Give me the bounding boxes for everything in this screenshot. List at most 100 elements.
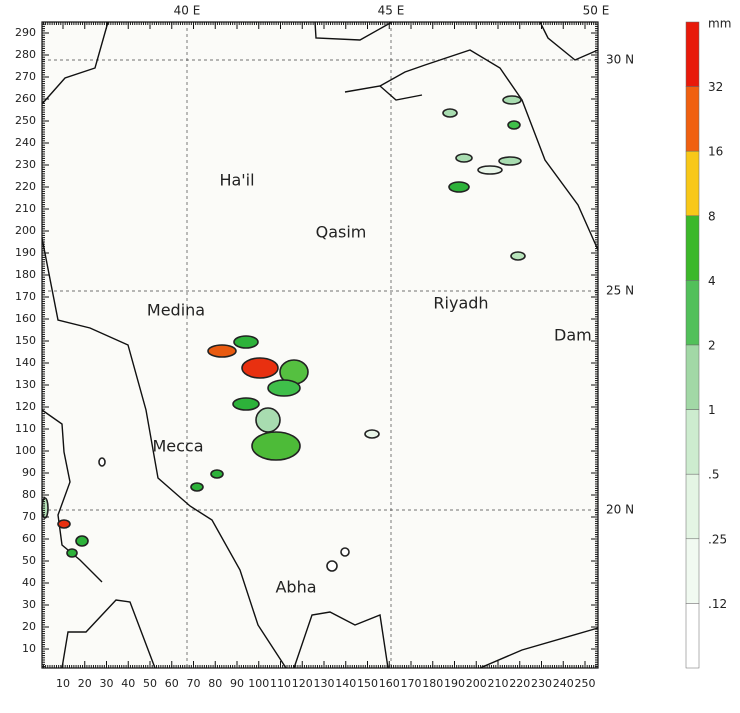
place-label: Abha bbox=[275, 578, 316, 597]
place-label: Dam bbox=[554, 326, 592, 345]
rain-cell bbox=[507, 120, 521, 130]
y-tick-label: 190 bbox=[15, 246, 36, 259]
x-tick-label: 50 bbox=[143, 677, 157, 690]
y-tick-label: 40 bbox=[22, 576, 36, 589]
place-label: Medina bbox=[147, 301, 205, 320]
coastline bbox=[41, 237, 287, 669]
x-tick-label: 130 bbox=[314, 677, 335, 690]
legend-swatch bbox=[685, 603, 700, 669]
latitude-label: 25 N bbox=[606, 284, 634, 298]
precipitation bbox=[41, 95, 526, 572]
rain-cell bbox=[455, 153, 473, 163]
rain-cell bbox=[448, 181, 470, 193]
x-tick-label: 160 bbox=[379, 677, 400, 690]
rain-cell bbox=[241, 357, 279, 379]
rain-cell bbox=[442, 108, 458, 118]
place-label: Riyadh bbox=[433, 294, 488, 313]
x-tick-label: 200 bbox=[466, 677, 487, 690]
coastline bbox=[41, 409, 103, 583]
y-tick-label: 10 bbox=[22, 642, 36, 655]
y-tick-label: 50 bbox=[22, 554, 36, 567]
legend-label: 8 bbox=[708, 209, 716, 223]
x-tick-label: 220 bbox=[509, 677, 530, 690]
latitude-label: 30 N bbox=[606, 53, 634, 67]
rain-cell bbox=[267, 379, 301, 397]
x-tick-label: 190 bbox=[444, 677, 465, 690]
longitude-label: 45 E bbox=[378, 4, 405, 18]
longitude-label: 40 E bbox=[174, 4, 201, 18]
rain-cell bbox=[255, 407, 281, 433]
y-tick-label: 240 bbox=[15, 136, 36, 149]
y-tick-label: 30 bbox=[22, 598, 36, 611]
legend-swatch bbox=[685, 215, 700, 281]
border bbox=[61, 599, 156, 669]
legend-swatch bbox=[685, 344, 700, 410]
y-tick-label: 260 bbox=[15, 92, 36, 105]
y-tick-label: 90 bbox=[22, 466, 36, 479]
y-tick-label: 150 bbox=[15, 334, 36, 347]
rain-cell bbox=[340, 547, 350, 557]
place-label: Mecca bbox=[152, 437, 203, 456]
rain-cell bbox=[210, 469, 224, 479]
x-tick-label: 20 bbox=[78, 677, 92, 690]
y-tick-label: 140 bbox=[15, 356, 36, 369]
y-tick-label: 290 bbox=[15, 26, 36, 39]
coastlines bbox=[41, 21, 599, 669]
legend-swatch bbox=[685, 21, 700, 87]
x-tick-label: 10 bbox=[56, 677, 70, 690]
rain-cell bbox=[207, 344, 237, 358]
latitude-label: 20 N bbox=[606, 503, 634, 517]
x-tick-label: 60 bbox=[165, 677, 179, 690]
x-tick-label: 250 bbox=[575, 677, 596, 690]
color-legend: mm 32 16 8 4 2 1 .5 .25 .12 bbox=[685, 17, 731, 669]
place-label: Ha'il bbox=[219, 171, 254, 190]
rain-cell bbox=[75, 535, 89, 547]
rain-cell bbox=[57, 519, 71, 529]
legend-unit: mm bbox=[708, 17, 731, 31]
y-tick-label: 180 bbox=[15, 268, 36, 281]
y-tick-label: 200 bbox=[15, 224, 36, 237]
x-tick-label: 80 bbox=[208, 677, 222, 690]
rain-cell bbox=[233, 335, 259, 349]
place-label: Qasim bbox=[316, 223, 367, 242]
border bbox=[479, 627, 599, 669]
border bbox=[539, 21, 599, 61]
legend-label: .25 bbox=[708, 532, 727, 546]
x-tick-label: 30 bbox=[100, 677, 114, 690]
x-tick-label: 70 bbox=[187, 677, 201, 690]
x-tick-label: 150 bbox=[357, 677, 378, 690]
legend-swatch bbox=[685, 473, 700, 540]
y-tick-label: 20 bbox=[22, 620, 36, 633]
border bbox=[293, 611, 389, 669]
x-tick-label: 120 bbox=[292, 677, 313, 690]
rain-cell bbox=[498, 156, 522, 166]
y-tick-label: 220 bbox=[15, 180, 36, 193]
legend-swatch bbox=[685, 86, 700, 152]
y-tick-label: 70 bbox=[22, 510, 36, 523]
rain-cell bbox=[326, 560, 338, 572]
x-tick-label: 40 bbox=[121, 677, 135, 690]
rain-cell bbox=[364, 429, 380, 439]
x-tick-label: 170 bbox=[401, 677, 422, 690]
map-frame bbox=[41, 21, 599, 669]
legend-swatch bbox=[685, 538, 700, 604]
legend-label: 2 bbox=[708, 339, 716, 353]
legend-label: 1 bbox=[708, 403, 716, 417]
y-tick-label: 110 bbox=[15, 422, 36, 435]
x-tick-label: 100 bbox=[248, 677, 269, 690]
legend-label: .12 bbox=[708, 597, 727, 611]
y-tick-label: 210 bbox=[15, 202, 36, 215]
rain-cell bbox=[190, 482, 204, 492]
y-tick-label: 270 bbox=[15, 70, 36, 83]
y-tick-label: 250 bbox=[15, 114, 36, 127]
y-tick-label: 130 bbox=[15, 378, 36, 391]
y-tick-label: 80 bbox=[22, 488, 36, 501]
legend-swatch bbox=[685, 280, 700, 346]
x-tick-label: 210 bbox=[488, 677, 509, 690]
x-tick-label: 140 bbox=[335, 677, 356, 690]
x-tick-label: 180 bbox=[422, 677, 443, 690]
legend-label: .5 bbox=[708, 468, 719, 482]
border bbox=[379, 85, 423, 101]
legend-label: 4 bbox=[708, 274, 716, 288]
